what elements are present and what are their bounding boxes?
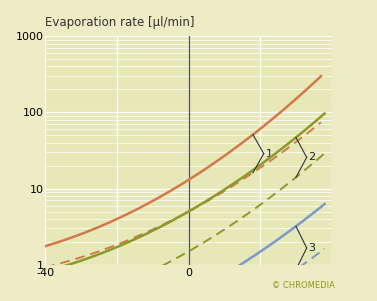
Text: Evaporation rate [µl/min]: Evaporation rate [µl/min] [45,16,195,29]
Text: 1: 1 [265,149,273,159]
Text: 3: 3 [308,243,316,253]
Text: 2: 2 [308,152,316,163]
Text: © CHROMEDIA: © CHROMEDIA [272,281,335,290]
